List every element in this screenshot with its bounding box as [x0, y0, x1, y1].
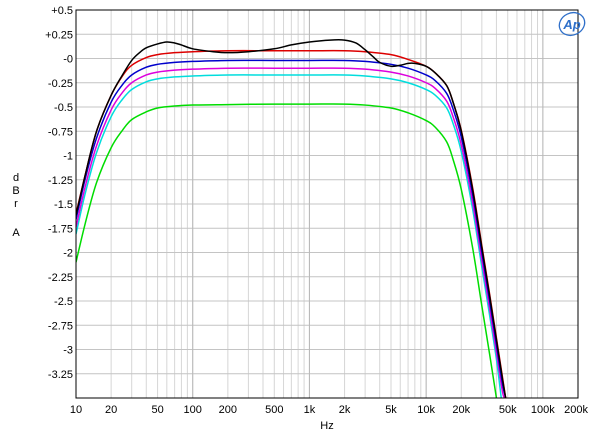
y-axis-label-line-3: r — [14, 198, 18, 210]
x-tick-label: 50 — [151, 404, 163, 416]
y-tick-label: -1 — [63, 151, 73, 163]
x-tick-label: 100 — [184, 404, 202, 416]
ap-logo-text: Ap — [562, 17, 580, 32]
y-tick-label: -1.75 — [48, 223, 73, 235]
x-tick-label: 100k — [531, 404, 555, 416]
y-tick-label: +0.5 — [51, 5, 73, 17]
series-line — [76, 67, 506, 398]
y-tick-label: -2.75 — [48, 320, 73, 332]
y-tick-label: -3 — [63, 345, 73, 357]
ap-logo-ring-icon — [558, 11, 586, 37]
x-tick-label: 500 — [265, 404, 283, 416]
ap-logo: Ap — [558, 11, 586, 37]
y-tick-label: -0.5 — [54, 102, 73, 114]
y-tick-label: -0.25 — [48, 78, 73, 90]
x-tick-label: 2k — [339, 404, 351, 416]
x-tick-label: 1k — [304, 404, 316, 416]
y-tick-label: -2.5 — [54, 296, 73, 308]
x-tick-label: 50k — [499, 404, 517, 416]
x-tick-label: 5k — [385, 404, 397, 416]
y-tick-label: -3.25 — [48, 369, 73, 381]
y-tick-label: -2 — [63, 248, 73, 260]
plot-frame — [75, 9, 579, 399]
series-lines — [76, 39, 507, 398]
y-axis-label: d B r A — [12, 172, 20, 239]
y-tick-label: -1.5 — [54, 199, 73, 211]
x-tick-label: 200 — [219, 404, 237, 416]
y-tick-label: -0 — [63, 54, 73, 66]
y-tick-label: -2.25 — [48, 272, 73, 284]
y-axis-label-line-5: A — [12, 227, 20, 239]
x-tick-label: 200k — [564, 404, 588, 416]
y-tick-label: +0.25 — [45, 29, 73, 41]
y-tick-label: -1.25 — [48, 175, 73, 187]
series-line — [76, 74, 502, 398]
x-axis-label: Hz — [320, 420, 333, 432]
x-tick-label: 20k — [452, 404, 470, 416]
y-axis-label-line-2: B — [12, 185, 19, 197]
x-tick-label: 20 — [105, 404, 117, 416]
x-tick-label: 10 — [70, 404, 82, 416]
x-tick-label: 10k — [417, 404, 435, 416]
y-axis-label-line-1: d — [13, 172, 19, 184]
y-tick-label: -0.75 — [48, 126, 73, 138]
x-tick-labels: 10 20 50 100 200 500 1k 2k 5k 10k 20k 50k 100k 200k — [70, 404, 589, 416]
series-line — [76, 103, 498, 398]
y-tick-labels: +0.5 +0.25 -0 -0.25 -0.5 -0.75 -1 -1.25 -1.5 -1.7… — [45, 5, 73, 381]
series-line — [76, 39, 507, 398]
